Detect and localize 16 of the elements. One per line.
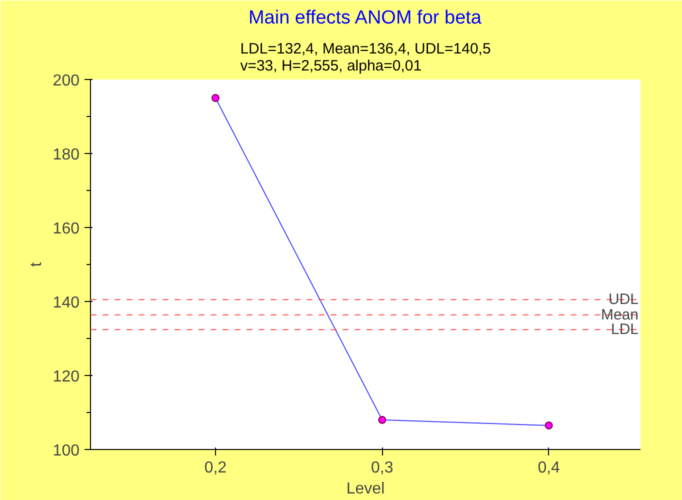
y-axis-title: t (28, 262, 45, 267)
ref-line-label: Mean (600, 306, 639, 324)
x-tick-label: 0,3 (371, 460, 394, 476)
x-axis-title: Level (346, 480, 385, 498)
y-tick-label: 200 (52, 72, 80, 90)
x-tick-label: 0,2 (204, 460, 227, 476)
chart-title: Main effects ANOM for beta (248, 8, 482, 28)
ref-line-label: LDL (610, 321, 639, 338)
ref-line-label: UDL (608, 291, 639, 308)
y-tick-label: 120 (52, 368, 80, 386)
y-tick-label: 140 (52, 294, 80, 312)
y-tick-label: 180 (52, 146, 80, 164)
chart-subtitle: LDL=132,4, Mean=136,4, UDL=140,5 v=33, H=2,555, alpha=0,01 (240, 40, 491, 74)
y-tick-label: 100 (52, 442, 80, 460)
x-tick-label: 0,4 (538, 460, 560, 476)
y-tick-label: 160 (52, 220, 80, 238)
